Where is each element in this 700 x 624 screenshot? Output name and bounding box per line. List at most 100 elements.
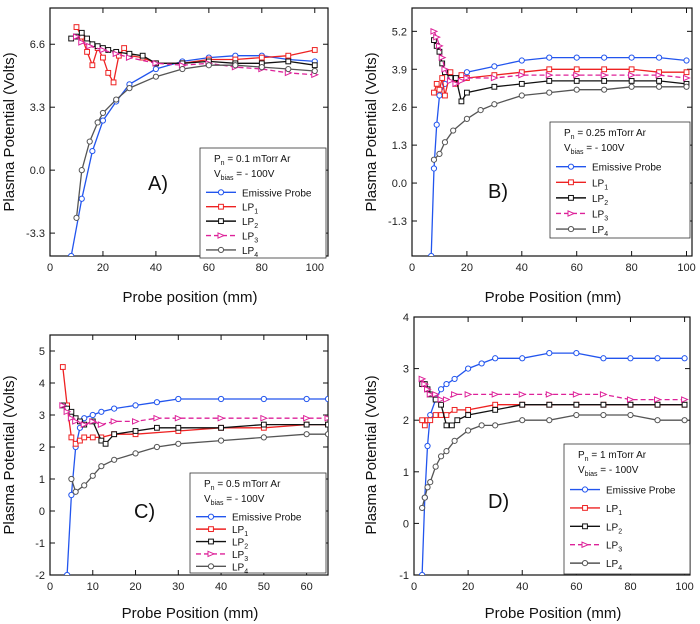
data-point: [89, 62, 96, 69]
data-point: [599, 391, 608, 398]
data-point: [600, 71, 609, 79]
data-point: [546, 417, 553, 424]
data-point: [153, 443, 161, 451]
y-tick-label: 3: [39, 410, 45, 422]
series-group: [68, 24, 320, 256]
data-point: [491, 391, 500, 398]
data-point: [681, 396, 689, 403]
data-point: [568, 194, 574, 201]
series-group: [428, 27, 691, 256]
legend-entry-label: LP2: [242, 217, 258, 230]
data-point: [218, 203, 224, 210]
data-point: [600, 401, 607, 408]
data-point: [63, 408, 72, 416]
panel-label: B): [488, 181, 508, 203]
legend: Pn = 1 mTorr Ar Vbias = - 100V Emissive Pr…: [563, 443, 691, 575]
data-point: [582, 523, 588, 530]
legend-entry-label: LP1: [592, 178, 608, 191]
data-point: [428, 252, 435, 256]
y-tick-label: 2: [39, 442, 45, 454]
data-point: [78, 29, 85, 36]
data-point: [546, 89, 553, 96]
data-point: [655, 83, 663, 90]
data-point: [655, 71, 664, 79]
data-point: [113, 96, 120, 103]
data-point: [451, 437, 458, 444]
x-tick-label: 10: [87, 581, 99, 593]
series-line-lp4: [75, 64, 315, 218]
data-point: [81, 415, 88, 422]
data-point: [573, 401, 580, 408]
data-point: [110, 418, 119, 425]
data-point: [207, 550, 216, 558]
data-point: [232, 62, 239, 69]
data-point: [84, 35, 90, 42]
data-point: [121, 45, 128, 51]
series-line-lp1: [62, 366, 328, 445]
data-point: [451, 391, 459, 398]
legend-condition-bias: Vbias = - 100V: [578, 465, 639, 478]
data-point: [627, 355, 634, 362]
data-point: [654, 401, 661, 408]
data-point: [98, 408, 105, 415]
data-point: [572, 391, 581, 398]
data-point: [421, 380, 430, 388]
data-point: [68, 491, 75, 499]
legend-condition-pressure: Pn = 0.1 mTorr Ar: [214, 154, 291, 167]
data-point: [465, 412, 472, 418]
data-point: [81, 434, 88, 441]
data-point: [628, 78, 635, 84]
y-axis-label: Plasma Potential (Volts): [363, 375, 380, 534]
data-point: [490, 74, 499, 82]
data-point: [441, 65, 450, 73]
data-point: [419, 417, 426, 424]
data-point: [89, 434, 96, 441]
legend-entry-label: LP4: [242, 246, 258, 259]
data-point: [73, 24, 80, 30]
data-point: [285, 58, 292, 65]
data-point: [419, 504, 426, 512]
data-point: [100, 54, 106, 61]
data-point: [426, 391, 435, 398]
legend-entry-label: LP3: [606, 541, 622, 554]
data-point: [97, 421, 106, 428]
legend-condition-pressure: Pn = 1 mTorr Ar: [578, 450, 647, 463]
data-point: [89, 411, 96, 419]
data-point: [446, 77, 455, 85]
data-point: [546, 54, 553, 61]
data-point: [285, 52, 292, 59]
data-point: [492, 401, 499, 408]
data-point: [430, 27, 439, 35]
data-point: [441, 139, 449, 146]
panel-label: D): [488, 491, 509, 513]
data-point: [78, 195, 85, 202]
data-point: [311, 62, 318, 69]
data-point: [448, 422, 455, 429]
x-tick-label: 0: [47, 581, 53, 593]
data-point: [98, 437, 105, 444]
data-point: [68, 475, 75, 483]
y-tick-label: 0.0: [30, 165, 45, 177]
data-point: [154, 424, 160, 431]
x-tick-label: 60: [203, 262, 215, 274]
data-point: [217, 437, 225, 444]
data-point: [573, 54, 580, 61]
data-point: [465, 406, 472, 413]
data-point: [567, 225, 575, 233]
data-point: [111, 431, 118, 438]
legend-entry-label: Emissive Probe: [242, 188, 312, 199]
data-point: [99, 117, 107, 124]
data-point: [519, 401, 526, 408]
data-point: [99, 46, 108, 54]
data-point: [492, 422, 499, 429]
chart-panel-2: 0 20 40 60 80 100 -1.3 0.0 1.3 2.6 3.9 5.2 Probe Pos…: [363, 7, 696, 306]
y-tick-label: 5: [39, 346, 45, 358]
data-point: [546, 66, 553, 73]
data-point: [208, 538, 214, 545]
legend-condition-pressure: Pn = 0.5 mTorr Ar: [204, 479, 281, 492]
plot-frame: [49, 7, 329, 257]
data-point: [418, 375, 427, 383]
data-point: [125, 54, 134, 61]
panel-label: C): [134, 501, 155, 523]
